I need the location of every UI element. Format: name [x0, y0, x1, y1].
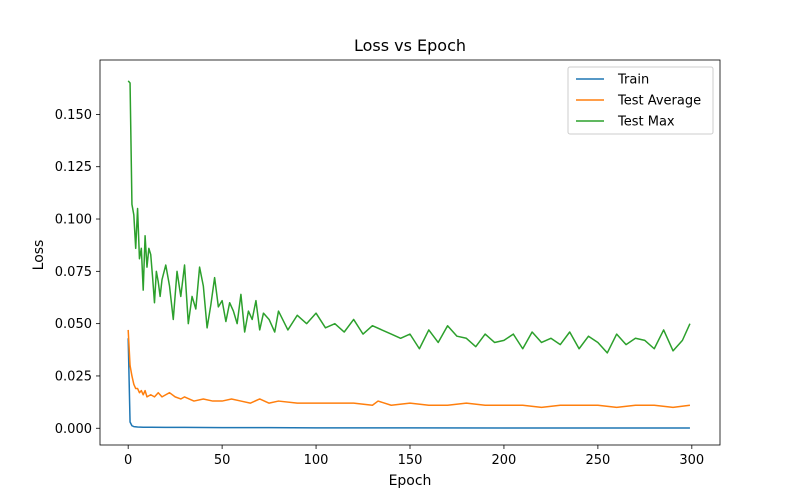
legend-label: Test Average [617, 94, 701, 109]
x-tick-label: 250 [585, 453, 610, 468]
y-tick-label: 0.000 [55, 422, 92, 437]
x-axis-title: Epoch [389, 473, 432, 489]
y-axis-title: Loss [31, 240, 47, 271]
y-tick-label: 0.050 [55, 317, 92, 332]
y-tick-label: 0.150 [55, 108, 92, 123]
chart-title: Loss vs Epoch [354, 36, 466, 55]
y-tick-label: 0.100 [55, 213, 92, 228]
series-line-test-average [127, 329, 691, 409]
axes-layer: 0 50 100 150 200 250 300 0.000 0.025 0.050 0.075 0.… [55, 59, 721, 468]
x-tick-label: 150 [398, 453, 423, 468]
x-tick-label: 0 [124, 453, 132, 468]
series-line-train [127, 338, 690, 429]
x-tick-label: 100 [304, 453, 329, 468]
legend: Train Test Average Test Max [567, 66, 714, 135]
y-tick-label: 0.025 [55, 369, 92, 384]
legend-box [567, 66, 714, 135]
series-line-test-max [127, 80, 691, 354]
legend-label: Train [617, 73, 649, 88]
legend-label: Test Max [617, 115, 675, 130]
y-tick-label: 0.125 [55, 160, 92, 175]
y-tick-label: 0.075 [55, 265, 92, 280]
x-tick-label: 50 [214, 453, 231, 468]
series-layer [127, 80, 691, 429]
x-tick-label: 200 [492, 453, 517, 468]
x-tick-label: 300 [679, 453, 704, 468]
